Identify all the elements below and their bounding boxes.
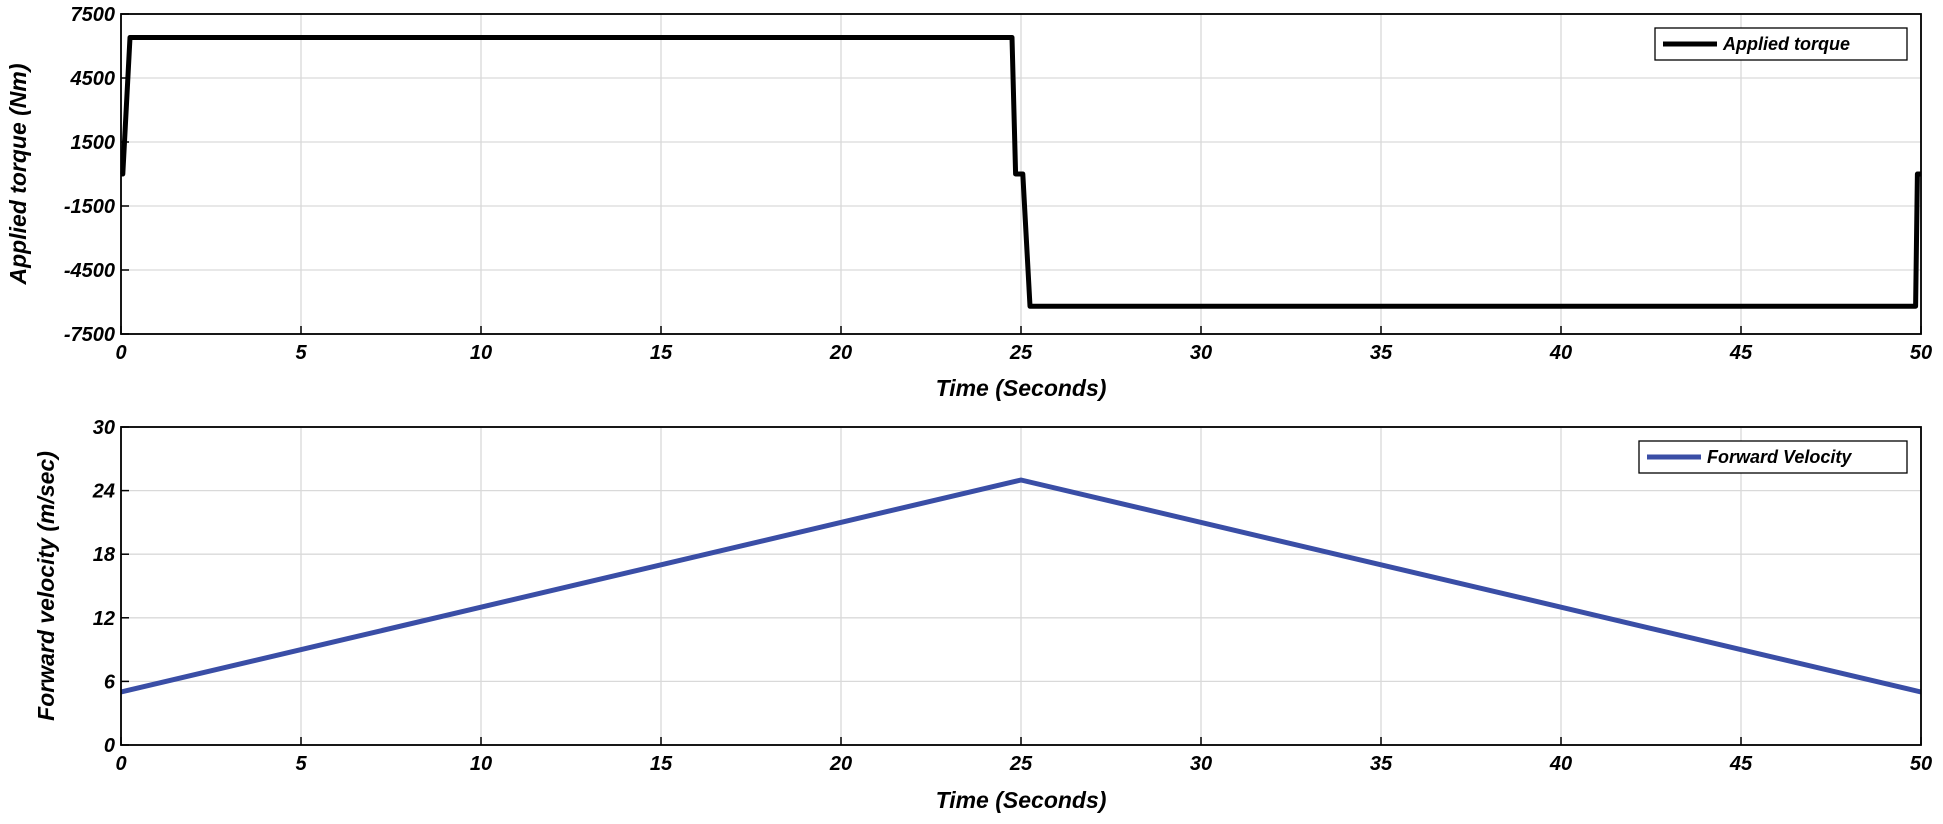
velocity-y-tick-label: 12 bbox=[93, 608, 115, 630]
torque-y-tick-label: -4500 bbox=[64, 260, 115, 282]
velocity-x-tick-label: 45 bbox=[1729, 753, 1753, 775]
velocity-x-tick-label: 35 bbox=[1370, 753, 1393, 775]
torque-x-tick-label: 10 bbox=[470, 342, 492, 364]
velocity-y-tick-label: 6 bbox=[104, 671, 116, 693]
velocity-y-tick-label: 24 bbox=[92, 481, 115, 503]
torque-x-tick-label: 5 bbox=[295, 342, 307, 364]
torque-x-axis-label: Time (Seconds) bbox=[936, 375, 1107, 401]
torque-x-tick-label: 0 bbox=[115, 342, 126, 364]
velocity-series-line bbox=[120, 477, 1922, 695]
torque-legend: Applied torque bbox=[1654, 27, 1908, 61]
torque-y-tick-label: 7500 bbox=[71, 4, 116, 26]
velocity-legend-label: Forward Velocity bbox=[1707, 447, 1852, 467]
velocity-x-tick-label: 30 bbox=[1190, 753, 1212, 775]
torque-y-tick-label: -7500 bbox=[64, 324, 115, 346]
velocity-y-tick-label: 18 bbox=[93, 544, 116, 566]
velocity-y-axis-label: Forward velocity (m/sec) bbox=[33, 451, 59, 721]
torque-x-tick-label: 40 bbox=[1549, 342, 1572, 364]
velocity-legend: Forward Velocity bbox=[1638, 440, 1908, 474]
velocity-x-tick-label: 10 bbox=[470, 753, 492, 775]
torque-series-line bbox=[120, 34, 1921, 309]
torque-x-tick-label: 20 bbox=[829, 342, 852, 364]
velocity-x-tick-label: 5 bbox=[295, 753, 307, 775]
velocity-x-tick-label: 40 bbox=[1549, 753, 1572, 775]
torque-x-tick-label: 35 bbox=[1370, 342, 1393, 364]
torque-chart: 0 5 10 15 20 25 30 35 40 45 50 7500 4500 1500 -1500 -45… bbox=[5, 4, 1932, 401]
velocity-x-tick-label: 15 bbox=[650, 753, 673, 775]
velocity-x-tick-label: 50 bbox=[1910, 753, 1932, 775]
torque-y-tick-label: -1500 bbox=[64, 196, 115, 218]
velocity-y-tick-label: 0 bbox=[104, 735, 115, 757]
torque-y-tick-label: 1500 bbox=[71, 132, 116, 154]
velocity-x-tick-label: 0 bbox=[115, 753, 126, 775]
torque-x-tick-label: 25 bbox=[1009, 342, 1033, 364]
velocity-y-tick-label: 30 bbox=[93, 417, 115, 439]
velocity-x-tick-label: 20 bbox=[829, 753, 852, 775]
torque-x-tick-label: 15 bbox=[650, 342, 673, 364]
velocity-x-axis-label: Time (Seconds) bbox=[936, 787, 1107, 813]
velocity-x-tick-label: 25 bbox=[1009, 753, 1033, 775]
torque-x-tick-label: 45 bbox=[1729, 342, 1753, 364]
torque-y-axis-label: Applied torque (Nm) bbox=[5, 63, 31, 285]
torque-x-tick-label: 30 bbox=[1190, 342, 1212, 364]
torque-y-tick-label: 4500 bbox=[70, 68, 116, 90]
torque-x-tick-label: 50 bbox=[1910, 342, 1932, 364]
torque-legend-label: Applied torque bbox=[1722, 34, 1850, 54]
velocity-chart: 0 5 10 15 20 25 30 35 40 45 50 30 24 18 12 6 0 Time (Sec… bbox=[33, 417, 1932, 813]
